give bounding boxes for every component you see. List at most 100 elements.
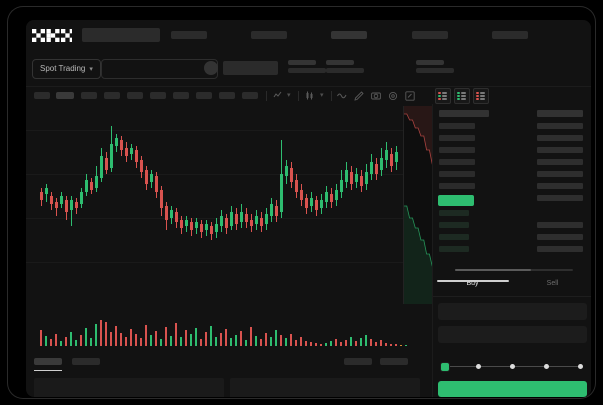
timeframe-9[interactable]	[219, 92, 235, 99]
orderbook-ask-row[interactable]	[439, 183, 475, 189]
volume-bar	[330, 341, 332, 346]
bottom-content-block-1[interactable]	[34, 378, 224, 397]
orderbook-asks-icon[interactable]	[473, 88, 489, 104]
expand-icon[interactable]	[405, 91, 415, 101]
candlestick-icon[interactable]	[305, 91, 314, 100]
orderbook-both-icon[interactable]	[435, 88, 451, 104]
slider-stop-5[interactable]	[578, 364, 583, 369]
orderbook-ask-row[interactable]	[439, 147, 475, 153]
chevron-down-icon[interactable]: ▾	[287, 92, 291, 99]
candle-body	[130, 148, 133, 154]
orderbook-value	[537, 147, 583, 153]
timeframe-3[interactable]	[81, 92, 97, 99]
volume-bar	[120, 333, 122, 346]
orderbook-scrollbar[interactable]	[455, 269, 573, 271]
candle-body	[380, 158, 383, 170]
volume-bar	[175, 323, 177, 346]
volume-bar	[315, 343, 317, 346]
volume-bar	[285, 338, 287, 346]
okx-logo-icon[interactable]	[32, 29, 72, 42]
bottom-tab-1[interactable]	[34, 358, 62, 365]
orderbook-ask-row[interactable]	[439, 123, 475, 129]
candle-body	[295, 180, 298, 192]
slider-handle[interactable]	[441, 363, 449, 371]
volume-bar	[325, 343, 327, 346]
volume-bar	[80, 335, 82, 346]
candle-body	[220, 216, 223, 226]
orderbook-bid-row[interactable]	[439, 222, 469, 228]
slider-stop-4[interactable]	[544, 364, 549, 369]
volume-bar	[70, 332, 72, 346]
search-input[interactable]	[82, 28, 160, 42]
indicator-icon[interactable]	[273, 91, 282, 100]
amount-slider[interactable]	[441, 363, 584, 371]
slider-stop-2[interactable]	[476, 364, 481, 369]
orderbook-bid-row[interactable]	[439, 234, 469, 240]
volume-bar	[225, 329, 227, 346]
candlestick-chart[interactable]	[26, 104, 432, 307]
candle-body	[355, 174, 358, 182]
timeframe-10[interactable]	[242, 92, 258, 99]
volume-bar	[400, 345, 402, 346]
orderbook-value	[537, 222, 583, 228]
nav-item-1[interactable]	[171, 31, 207, 39]
timeframe-8[interactable]	[196, 92, 212, 99]
timeframe-6[interactable]	[150, 92, 166, 99]
volume-bar	[390, 344, 392, 346]
slider-stop-3[interactable]	[510, 364, 515, 369]
timeframe-5[interactable]	[127, 92, 143, 99]
timeframe-4[interactable]	[104, 92, 120, 99]
tab-buy-label: Buy	[466, 280, 479, 287]
orderbook-ask-row[interactable]	[439, 171, 475, 177]
trading-mode-selector[interactable]: Spot Trading ▾	[32, 59, 101, 79]
orderbook-bids-icon[interactable]	[454, 88, 470, 104]
volume-bar	[265, 333, 267, 346]
nav-item-5[interactable]	[492, 31, 528, 39]
tab-buy-active-indicator	[437, 280, 509, 282]
volume-bar	[340, 342, 342, 346]
volume-bar	[190, 334, 192, 346]
candle-body	[280, 174, 283, 212]
gear-icon[interactable]	[388, 91, 398, 101]
candle-body	[85, 180, 88, 192]
candle-body	[40, 192, 43, 200]
wave-line-icon[interactable]	[337, 91, 347, 100]
orderbook-bid-row[interactable]	[439, 210, 469, 216]
orderbook-ask-row[interactable]	[439, 159, 475, 165]
candle-body	[375, 164, 378, 174]
volume-bar	[50, 339, 52, 346]
pair-selector[interactable]: ▾	[101, 59, 218, 79]
price-input[interactable]	[438, 303, 587, 320]
market-stat-3	[416, 60, 454, 73]
nav-item-list	[171, 31, 581, 40]
candle-body	[135, 150, 138, 162]
nav-item-2[interactable]	[251, 31, 287, 39]
candle-body	[265, 214, 268, 224]
tab-buy[interactable]: Buy	[433, 280, 512, 287]
amount-input[interactable]	[438, 326, 587, 343]
nav-item-4[interactable]	[412, 31, 448, 39]
nav-item-3[interactable]	[331, 31, 367, 39]
orderbook-ask-row[interactable]	[439, 135, 475, 141]
timeframe-2[interactable]	[56, 92, 74, 99]
candle-body	[235, 214, 238, 224]
pencil-icon[interactable]	[354, 91, 364, 101]
timeframe-7[interactable]	[173, 92, 189, 99]
submit-order-button[interactable]	[438, 381, 587, 397]
volume-bar	[345, 340, 347, 346]
timeframe-1[interactable]	[34, 92, 50, 99]
order-book[interactable]	[433, 104, 591, 267]
bottom-content-block-2[interactable]	[230, 378, 420, 397]
candle-body	[230, 212, 233, 226]
orderbook-bid-row[interactable]	[439, 246, 469, 252]
camera-icon[interactable]	[371, 91, 381, 100]
toolbar-divider	[298, 91, 299, 101]
candle-body	[125, 148, 128, 156]
bottom-control-2[interactable]	[380, 358, 408, 365]
tab-sell[interactable]: Sell	[513, 280, 591, 287]
chevron-down-icon[interactable]: ▾	[320, 92, 324, 99]
volume-bar	[125, 337, 127, 346]
trading-mode-label: Spot Trading	[40, 64, 86, 73]
bottom-control-1[interactable]	[344, 358, 372, 365]
bottom-tab-2[interactable]	[72, 358, 100, 365]
